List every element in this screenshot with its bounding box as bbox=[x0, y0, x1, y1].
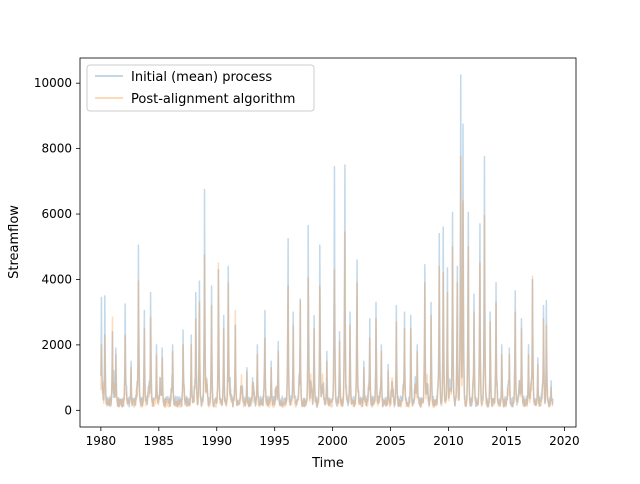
axes-frame bbox=[79, 57, 577, 428]
series-line-initial bbox=[100, 74, 554, 408]
x-tick-label: 1990 bbox=[201, 434, 232, 448]
legend-label-post-alignment: Post-alignment algorithm bbox=[131, 92, 295, 107]
y-tick-label: 4000 bbox=[41, 272, 72, 286]
y-tick-label: 2000 bbox=[41, 338, 72, 352]
x-axis: 1980 1985 1990 1995 2000 2005 2010 2015 2020 bbox=[86, 427, 580, 448]
legend-label-initial: Initial (mean) process bbox=[131, 70, 272, 85]
x-axis-label: Time bbox=[311, 456, 344, 471]
series-layer bbox=[100, 74, 554, 409]
y-tick-label: 6000 bbox=[41, 207, 72, 221]
legend: Initial (mean) process Post-alignment al… bbox=[86, 64, 315, 112]
x-tick-label: 1985 bbox=[144, 434, 175, 448]
x-tick-label: 2000 bbox=[317, 434, 348, 448]
series-line-post-alignment bbox=[100, 156, 554, 409]
y-axis-label: Streamflow bbox=[7, 205, 22, 279]
y-axis: 0 2000 4000 6000 8000 10000 bbox=[34, 76, 80, 417]
legend-box bbox=[86, 64, 315, 112]
x-tick-label: 2020 bbox=[549, 434, 580, 448]
x-tick-label: 2015 bbox=[491, 434, 522, 448]
y-tick-label: 8000 bbox=[41, 142, 72, 156]
x-tick-label: 2005 bbox=[375, 434, 406, 448]
x-tick-label: 1980 bbox=[86, 434, 117, 448]
y-tick-label: 0 bbox=[64, 403, 72, 417]
y-tick-label: 10000 bbox=[34, 76, 72, 90]
x-tick-label: 2010 bbox=[433, 434, 464, 448]
x-tick-label: 1995 bbox=[259, 434, 290, 448]
